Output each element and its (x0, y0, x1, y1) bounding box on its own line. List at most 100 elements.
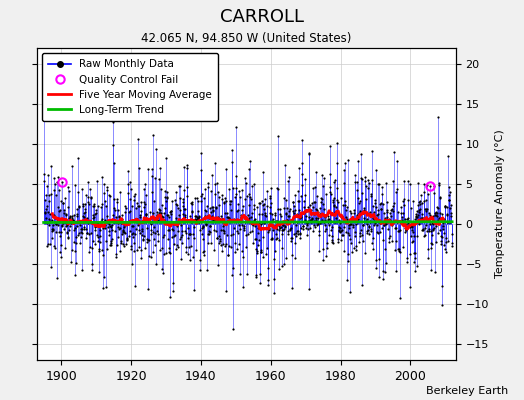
Point (412, 233, 421, 239)
Point (395, 218, 403, 224)
Point (231, 194, 239, 200)
Point (122, 241, 130, 248)
Point (75, 230, 83, 237)
Legend: Raw Monthly Data, Quality Control Fail, Five Year Moving Average, Long-Term Tren: Raw Monthly Data, Quality Control Fail, … (42, 53, 219, 121)
Point (394, 208, 402, 215)
Point (331, 219, 340, 226)
Point (63, 184, 72, 190)
Point (377, 205, 385, 212)
Point (160, 232, 168, 238)
Point (380, 210, 388, 216)
Point (300, 204, 309, 211)
Point (329, 197, 337, 204)
Point (193, 198, 202, 204)
Point (264, 276, 272, 283)
Point (291, 255, 299, 261)
Point (370, 216, 378, 222)
Point (408, 222, 417, 228)
Point (100, 274, 108, 280)
Point (73, 206, 82, 212)
Point (418, 210, 427, 217)
Point (102, 203, 110, 210)
Point (43, 172, 52, 178)
Point (312, 206, 321, 213)
Point (175, 182, 183, 189)
Point (130, 193, 139, 199)
Point (318, 217, 326, 223)
Point (391, 247, 399, 254)
Point (286, 226, 294, 232)
Point (308, 200, 316, 206)
Point (423, 206, 431, 212)
Point (206, 223, 214, 230)
Point (112, 251, 121, 258)
Point (245, 215, 254, 222)
Point (322, 226, 331, 232)
Point (206, 229, 214, 235)
Point (116, 248, 124, 254)
Point (380, 246, 389, 252)
Point (204, 180, 212, 186)
Point (357, 175, 365, 182)
Point (279, 222, 287, 229)
Point (290, 230, 298, 237)
Point (60, 225, 69, 232)
Point (255, 200, 264, 206)
Point (190, 287, 198, 294)
Point (127, 260, 136, 267)
Point (205, 204, 214, 211)
Point (380, 219, 389, 226)
Point (146, 219, 155, 226)
Point (278, 226, 287, 233)
Point (338, 227, 346, 233)
Point (135, 243, 143, 250)
Point (54, 186, 63, 193)
Point (444, 197, 453, 204)
Point (227, 159, 236, 165)
Point (299, 210, 308, 216)
Point (52, 192, 61, 198)
Point (203, 212, 211, 219)
Point (261, 196, 269, 203)
Point (172, 215, 180, 221)
Point (102, 246, 111, 252)
Point (160, 204, 169, 211)
Point (413, 263, 422, 269)
Point (212, 204, 220, 210)
Point (100, 181, 108, 188)
Point (92, 207, 100, 213)
Point (313, 222, 322, 228)
Point (377, 184, 386, 190)
Point (115, 225, 124, 231)
Point (220, 228, 228, 234)
Point (61, 195, 69, 202)
Point (161, 194, 169, 200)
Point (301, 224, 310, 231)
Point (235, 271, 244, 278)
Point (170, 220, 179, 227)
Point (445, 184, 453, 190)
Point (341, 159, 349, 166)
Point (52, 229, 60, 235)
Point (293, 219, 301, 225)
Point (385, 216, 393, 223)
Point (205, 231, 213, 237)
Point (40, 73, 48, 79)
Point (390, 218, 398, 224)
Point (58, 222, 67, 228)
Point (163, 212, 172, 218)
Point (432, 209, 440, 216)
Point (45, 192, 53, 198)
Point (425, 210, 433, 217)
Point (261, 210, 270, 216)
Point (164, 236, 172, 242)
Point (356, 227, 365, 233)
Point (339, 218, 347, 224)
Point (71, 239, 80, 246)
Point (152, 216, 160, 222)
Point (165, 245, 173, 251)
Point (250, 181, 258, 187)
Point (94, 238, 102, 244)
Point (152, 227, 161, 234)
Point (133, 216, 141, 222)
